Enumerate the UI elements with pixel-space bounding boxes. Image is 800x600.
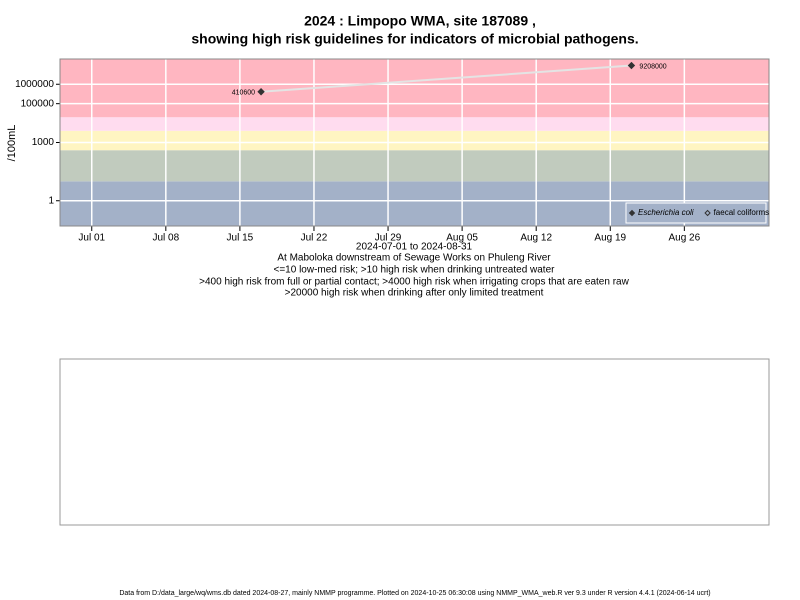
x-range-label: 2024-07-01 to 2024-08-31 (356, 242, 473, 253)
legend-box (625, 202, 767, 224)
x-tick-label: Aug 19 (594, 233, 626, 244)
legend-label: Escherichia coli (638, 208, 694, 217)
data-label: 9208000 (639, 63, 666, 70)
x-tick-label: Aug 26 (668, 233, 700, 244)
data-label: 410600 (232, 90, 255, 97)
y-tick-label: 1000 (32, 137, 55, 148)
y-tick-label: 100000 (21, 98, 55, 109)
x-tick-label: Aug 12 (520, 233, 552, 244)
x-tick-label: Jul 15 (227, 233, 254, 244)
risk-band (60, 150, 769, 182)
risk-band (60, 117, 769, 131)
y-tick-label: 1000000 (15, 79, 54, 90)
empty-panel (59, 358, 770, 526)
x-tick-label: Jul 22 (301, 233, 328, 244)
chart-title: 2024 : Limpopo WMA, site 187089 , (304, 13, 536, 29)
note: >400 high risk from full or partial cont… (199, 277, 629, 288)
y-axis-label: /100mL (6, 125, 18, 162)
legend-marker (628, 209, 636, 217)
x-tick-label: Jul 29 (375, 233, 402, 244)
x-tick-label: Aug 05 (446, 233, 478, 244)
risk-band (60, 59, 769, 118)
note: At Maboloka downstream of Sewage Works o… (277, 253, 551, 264)
y-tick-label: 1 (48, 195, 54, 206)
footer: Data from D:/data_large/wq/wms.db dated … (119, 590, 710, 597)
note: >20000 high risk when drinking after onl… (285, 288, 544, 299)
legend-marker (704, 209, 711, 217)
x-tick-label: Jul 08 (152, 233, 179, 244)
legend-label: faecal coliforms (714, 208, 770, 217)
note: <=10 low-med risk; >10 high risk when dr… (274, 265, 556, 276)
chart-subtitle: showing high risk guidelines for indicat… (191, 31, 638, 47)
risk-band (60, 130, 769, 151)
plot-frame (59, 58, 770, 227)
data-point (257, 88, 265, 96)
x-tick-label: Jul 01 (78, 233, 105, 244)
data-point (627, 61, 636, 70)
series-line (260, 64, 632, 93)
